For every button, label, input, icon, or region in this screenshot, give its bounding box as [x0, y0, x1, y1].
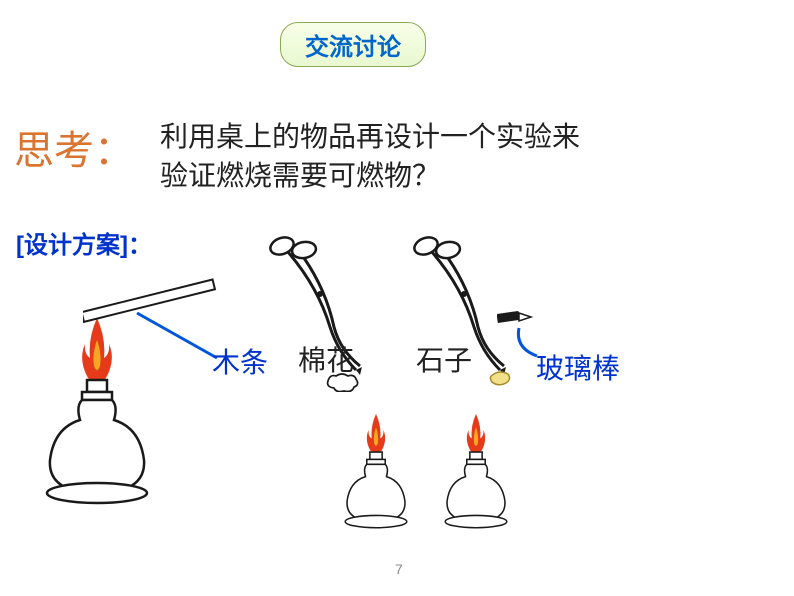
label-wood-stick: 木条 — [212, 341, 268, 381]
label-stone: 石子 — [416, 339, 472, 379]
question-line1: 利用桌上的物品再设计一个实验来 — [160, 122, 580, 153]
design-plan-label: [设计方案]： — [16, 225, 152, 260]
question-line2: 验证燃烧需要可燃物？ — [160, 161, 440, 192]
alcohol-burner-small-1 — [336, 408, 416, 533]
discussion-badge: 交流讨论 — [280, 22, 426, 67]
question-text: 利用桌上的物品再设计一个实验来 验证燃烧需要可燃物？ — [160, 118, 580, 196]
page-number: 7 — [395, 561, 403, 577]
label-glass-rod: 玻璃棒 — [536, 347, 620, 387]
alcohol-burner-small-2 — [436, 408, 516, 533]
think-label: 思考： — [14, 118, 134, 176]
label-cotton: 棉花 — [298, 339, 354, 379]
